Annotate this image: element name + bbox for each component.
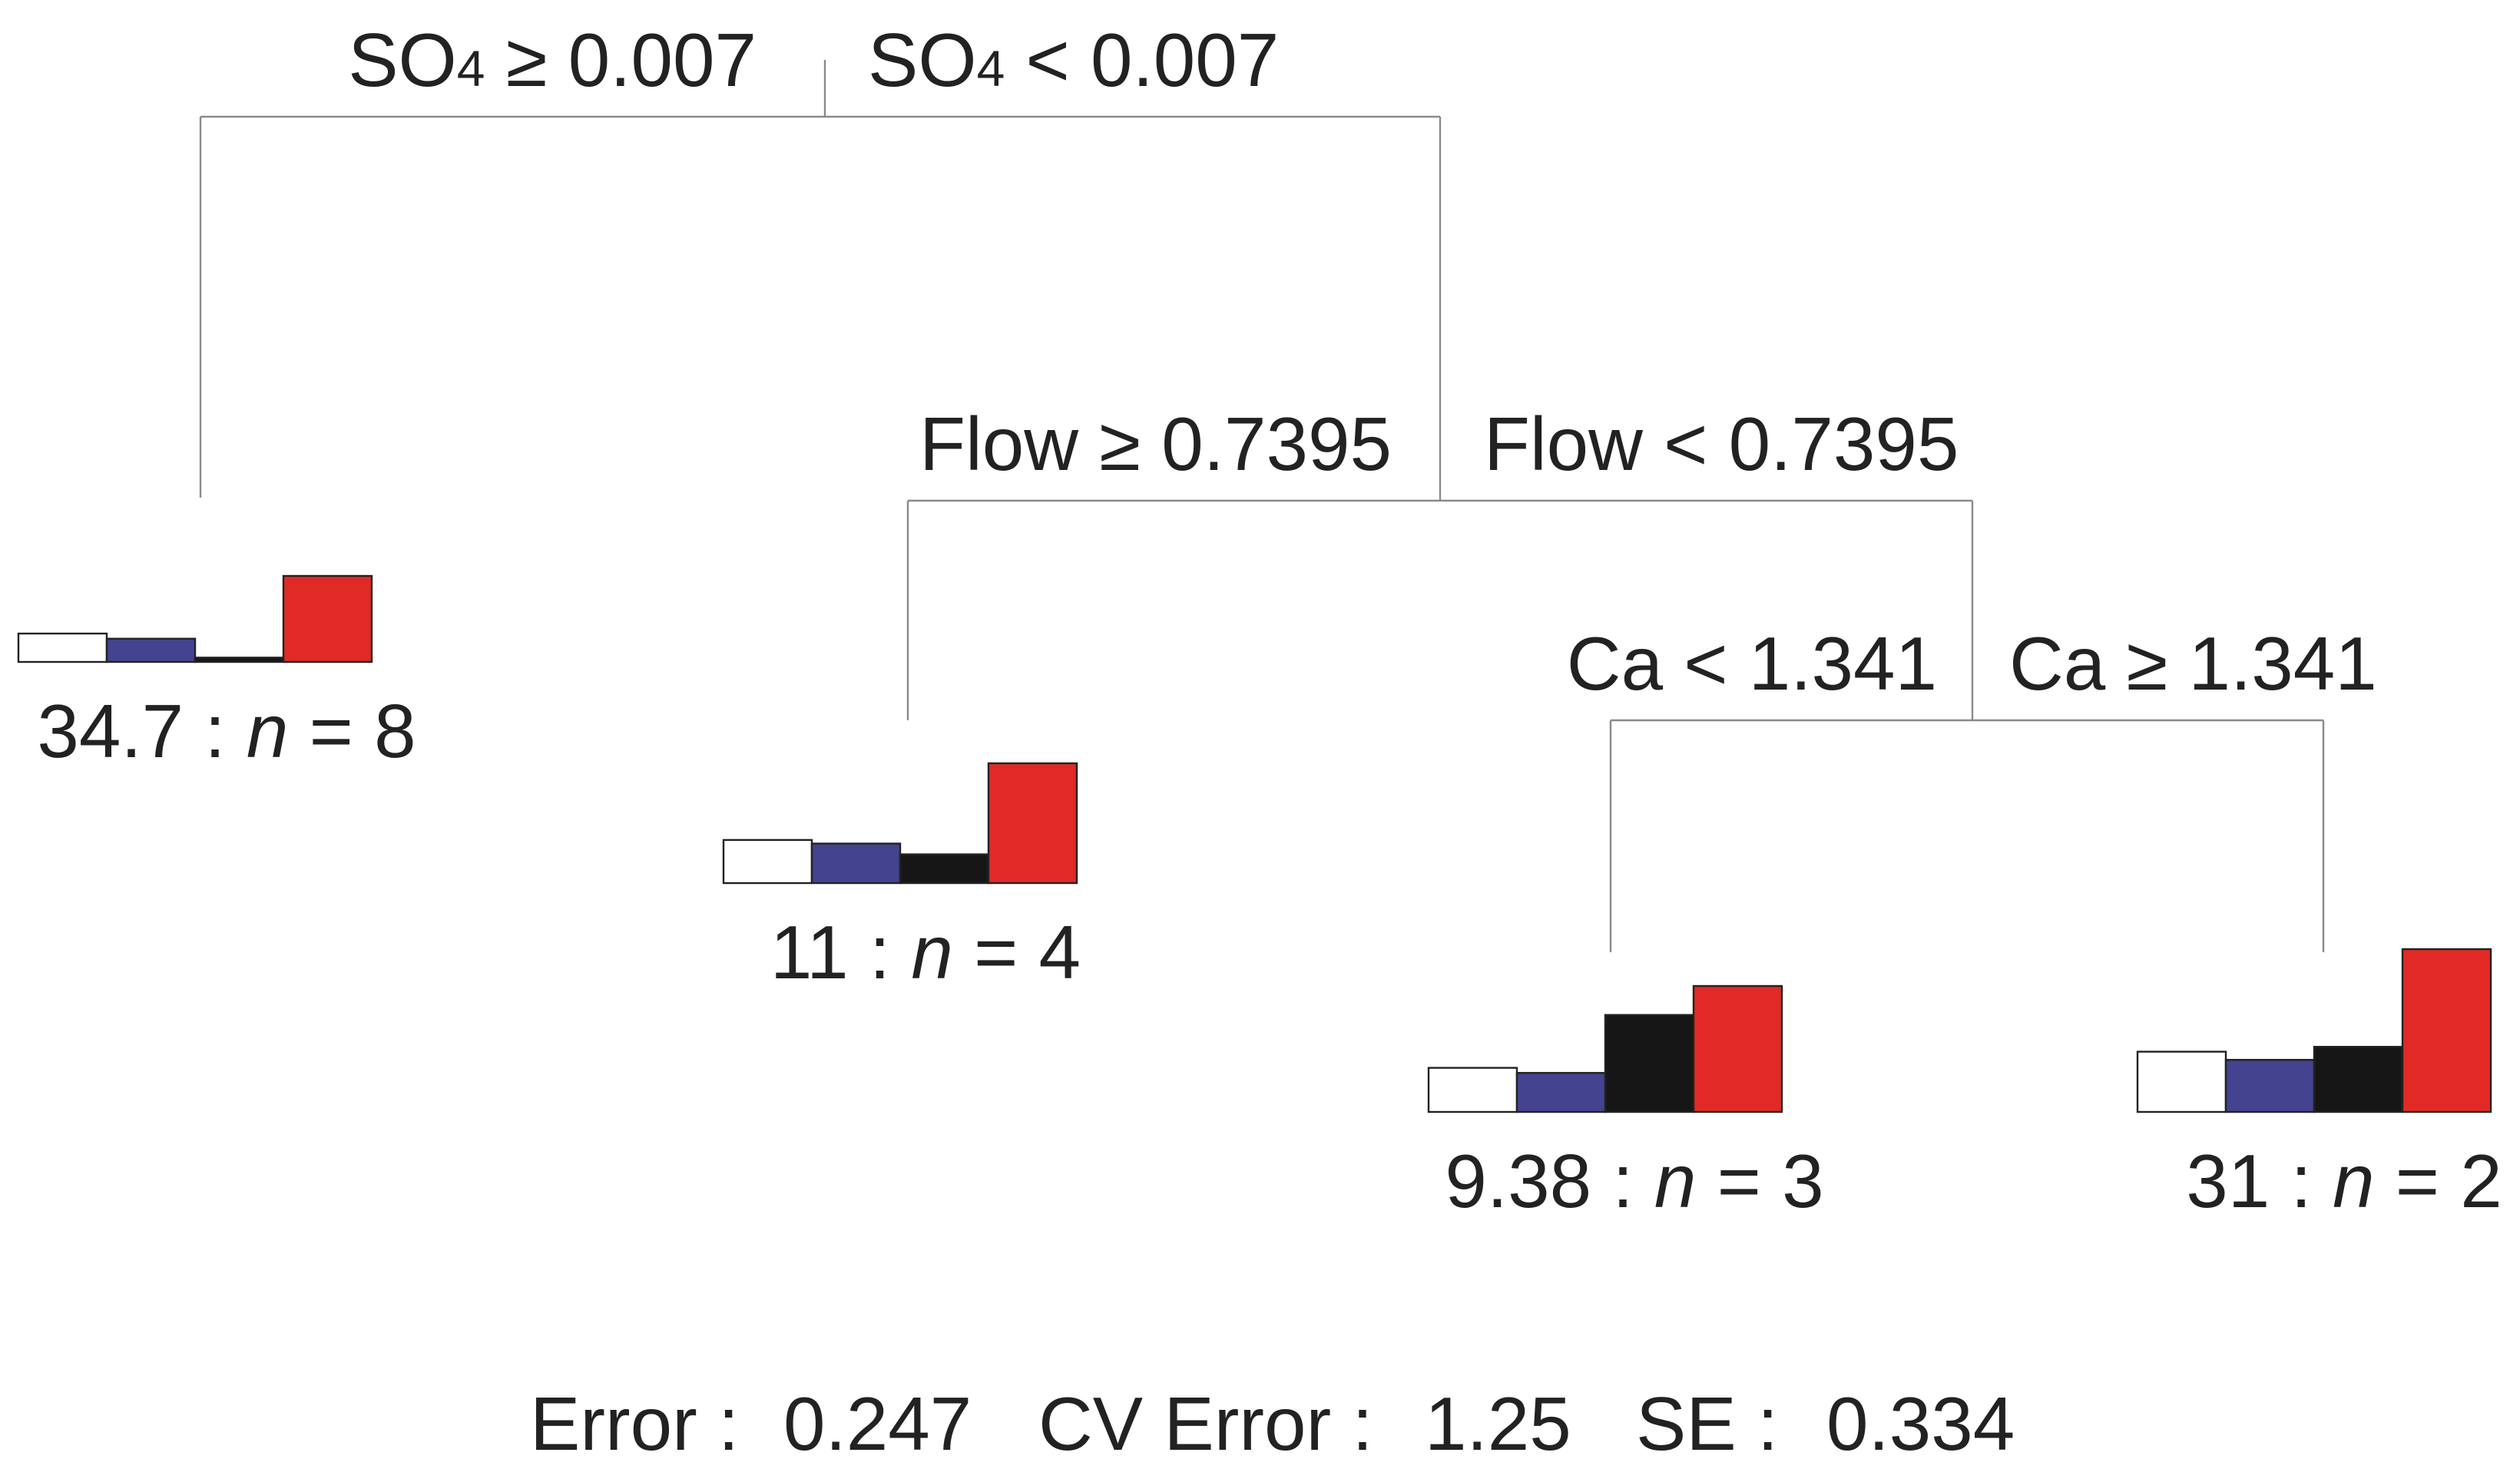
leaf-2-bar-3 — [899, 853, 990, 885]
leaf-1-bar-4 — [282, 574, 373, 663]
leaf-2-bars — [722, 762, 1078, 885]
leaf-2-bar-1 — [722, 839, 813, 885]
leaf-2-bar-4 — [987, 762, 1078, 885]
flow-split-right-label: Flow < 0.7395 — [1484, 402, 1959, 486]
leaf-4-bar-3 — [2313, 1045, 2404, 1113]
leaf-2-label: 11 : n = 4 — [770, 910, 1081, 994]
error-label: Error : — [530, 1381, 739, 1466]
se-label: SE : — [1636, 1381, 1778, 1466]
model-stats-footer: Error : 0.247 CV Error : 1.25 SE : 0.334 — [530, 1381, 2015, 1466]
leaf-4-label: 31 : n = 2 — [2186, 1139, 2502, 1223]
leaf-1: 34.7 : n = 8 — [17, 574, 416, 773]
root-split-right-label: SO4 < 0.007 — [868, 18, 1279, 102]
leaf-3-bar-4 — [1692, 984, 1783, 1113]
leaf-1-bars — [17, 574, 373, 663]
root-split-labels: SO4 ≥ 0.007 SO4 < 0.007 — [348, 18, 1279, 102]
leaf-3-bar-3 — [1604, 1014, 1695, 1113]
cv-error-value: 1.25 — [1425, 1381, 1571, 1466]
leaf-1-bar-2 — [105, 637, 197, 663]
leaf-4-bars — [2136, 948, 2492, 1113]
tree-edges — [199, 60, 2325, 952]
leaf-3-bars — [1427, 984, 1783, 1113]
leaf-4: 31 : n = 2 — [2136, 948, 2502, 1223]
leaf-4-bar-4 — [2401, 948, 2492, 1113]
leaf-2-bar-2 — [810, 842, 902, 885]
leaf-1-bar-1 — [17, 632, 108, 663]
leaf-3: 9.38 : n = 3 — [1427, 984, 1824, 1223]
leaf-3-bar-2 — [1515, 1071, 1607, 1113]
flow-split-labels: Flow ≥ 0.7395 Flow < 0.7395 — [919, 402, 1959, 486]
ca-split-labels: Ca < 1.341 Ca ≥ 1.341 — [1567, 621, 2377, 706]
leaf-3-label: 9.38 : n = 3 — [1445, 1139, 1823, 1223]
leaf-3-bar-1 — [1427, 1067, 1518, 1113]
leaf-1-label: 34.7 : n = 8 — [37, 689, 416, 773]
root-split-left-label: SO4 ≥ 0.007 — [348, 18, 757, 102]
leaf-2: 11 : n = 4 — [722, 762, 1081, 994]
se-value: 0.334 — [1826, 1381, 2015, 1466]
cv-error-label: CV Error : — [1038, 1381, 1373, 1466]
leaf-4-bar-2 — [2224, 1058, 2316, 1113]
ca-split-right-label: Ca ≥ 1.341 — [2009, 621, 2377, 706]
error-value: 0.247 — [783, 1381, 972, 1466]
leaf-4-bar-1 — [2136, 1050, 2227, 1113]
leaf-1-bar-3 — [194, 657, 285, 663]
ca-split-left-label: Ca < 1.341 — [1567, 621, 1937, 706]
flow-split-left-label: Flow ≥ 0.7395 — [919, 402, 1392, 486]
